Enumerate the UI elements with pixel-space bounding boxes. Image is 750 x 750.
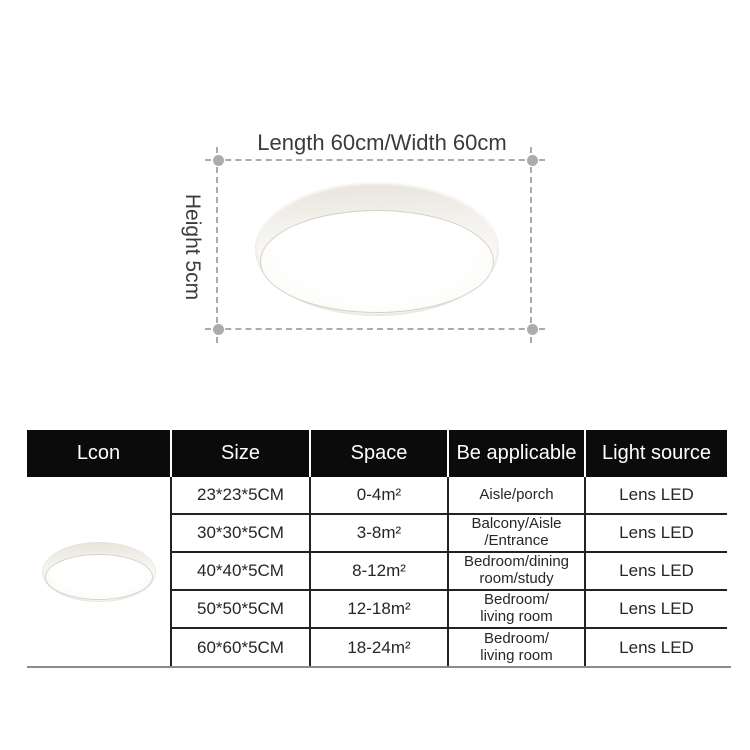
cell-applicable: Bedroom/ living room <box>447 629 584 667</box>
header-cell-icon: Lcon <box>27 430 170 477</box>
header-cell-applicable: Be applicable <box>447 430 584 477</box>
cell-light: Lens LED <box>584 553 727 591</box>
header-cell-size: Size <box>170 430 309 477</box>
corner-marker-dot <box>527 155 538 166</box>
cell-light: Lens LED <box>584 515 727 553</box>
lamp-lens-face <box>44 554 153 600</box>
cell-space: 18-24m² <box>309 629 447 667</box>
height-label: Height 5cm <box>181 193 204 301</box>
cell-size: 23*23*5CM <box>170 477 309 515</box>
cell-size: 30*30*5CM <box>170 515 309 553</box>
lamp-lens-face <box>260 210 494 313</box>
cell-light: Lens LED <box>584 629 727 667</box>
corner-marker-dot <box>527 324 538 335</box>
cell-size: 40*40*5CM <box>170 553 309 591</box>
cell-applicable: Balcony/Aisle /Entrance <box>447 515 584 553</box>
cell-light: Lens LED <box>584 477 727 515</box>
corner-marker-dot <box>213 324 224 335</box>
cell-space: 8-12m² <box>309 553 447 591</box>
cell-applicable: Aisle/porch <box>447 477 584 515</box>
dimension-line-right <box>530 147 532 343</box>
dimension-line-left <box>216 147 218 343</box>
table-bottom-rule <box>27 666 731 668</box>
cell-size: 50*50*5CM <box>170 591 309 629</box>
cell-space: 3-8m² <box>309 515 447 553</box>
table-icon-cell <box>27 477 170 667</box>
cell-space: 12-18m² <box>309 591 447 629</box>
header-cell-light: Light source <box>584 430 727 477</box>
cell-light: Lens LED <box>584 591 727 629</box>
header-cell-space: Space <box>309 430 447 477</box>
cell-size: 60*60*5CM <box>170 629 309 667</box>
cell-applicable: Bedroom/ living room <box>447 591 584 629</box>
cell-space: 0-4m² <box>309 477 447 515</box>
spec-table: Lcon Size Space Be applicable Light sour… <box>27 430 727 667</box>
length-width-label: Length 60cm/Width 60cm <box>257 130 507 155</box>
dimension-line-bottom <box>205 328 545 330</box>
dimension-line-top <box>205 159 545 161</box>
ceiling-lamp-icon <box>41 542 156 602</box>
cell-applicable: Bedroom/dining room/study <box>447 553 584 591</box>
corner-marker-dot <box>213 155 224 166</box>
ceiling-lamp-image <box>255 182 499 316</box>
